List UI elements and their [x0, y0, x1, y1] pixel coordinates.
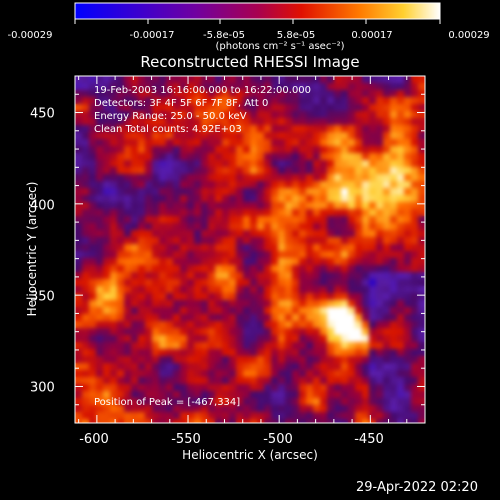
colorbar-units: (photons cm⁻² s⁻¹ asec⁻²)	[215, 41, 345, 52]
annotation-detectors: Detectors: 3F 4F 5F 6F 7F 8F, Att 0	[94, 98, 269, 109]
colorbar	[74, 2, 441, 20]
y-tick-label: 350	[30, 289, 55, 305]
colorbar-tick-label: -5.8e-05	[203, 30, 245, 41]
colorbar-tick-label: -0.00017	[129, 30, 175, 41]
y-tick-label: 300	[30, 380, 55, 396]
colorbar-tick-label: 5.8e-05	[276, 30, 316, 41]
x-axis-label: Heliocentric X (arcsec)	[182, 448, 318, 462]
annotation-total-counts: Clean Total counts: 4.92E+03	[94, 124, 242, 135]
y-tick-label: 400	[30, 198, 55, 214]
colorbar-ticks	[74, 19, 441, 24]
x-tick-label: -600	[79, 432, 109, 447]
x-tick-label: -450	[354, 432, 384, 447]
annotation-time-range: 19-Feb-2003 16:16:00.000 to 16:22:00.000	[94, 85, 312, 96]
y-axis-label: Heliocentric Y (arcsec)	[25, 181, 39, 317]
timestamp: 29-Apr-2022 02:20	[356, 480, 478, 495]
peak-position-label: Position of Peak = [-467,334]	[94, 397, 241, 408]
annotation-energy-range: Energy Range: 25.0 - 50.0 keV	[94, 111, 247, 122]
colorbar-tick-label: 0.00029	[448, 30, 490, 41]
colorbar-tick-label: -0.00029	[7, 30, 53, 41]
chart-title: Reconstructed RHESSI Image	[140, 53, 360, 71]
x-tick-label: -550	[171, 432, 201, 447]
heatmap-image	[75, 76, 425, 423]
x-tick-label: -500	[263, 432, 293, 447]
colorbar-tick-label: 0.00017	[351, 30, 393, 41]
y-tick-label: 450	[30, 106, 55, 122]
